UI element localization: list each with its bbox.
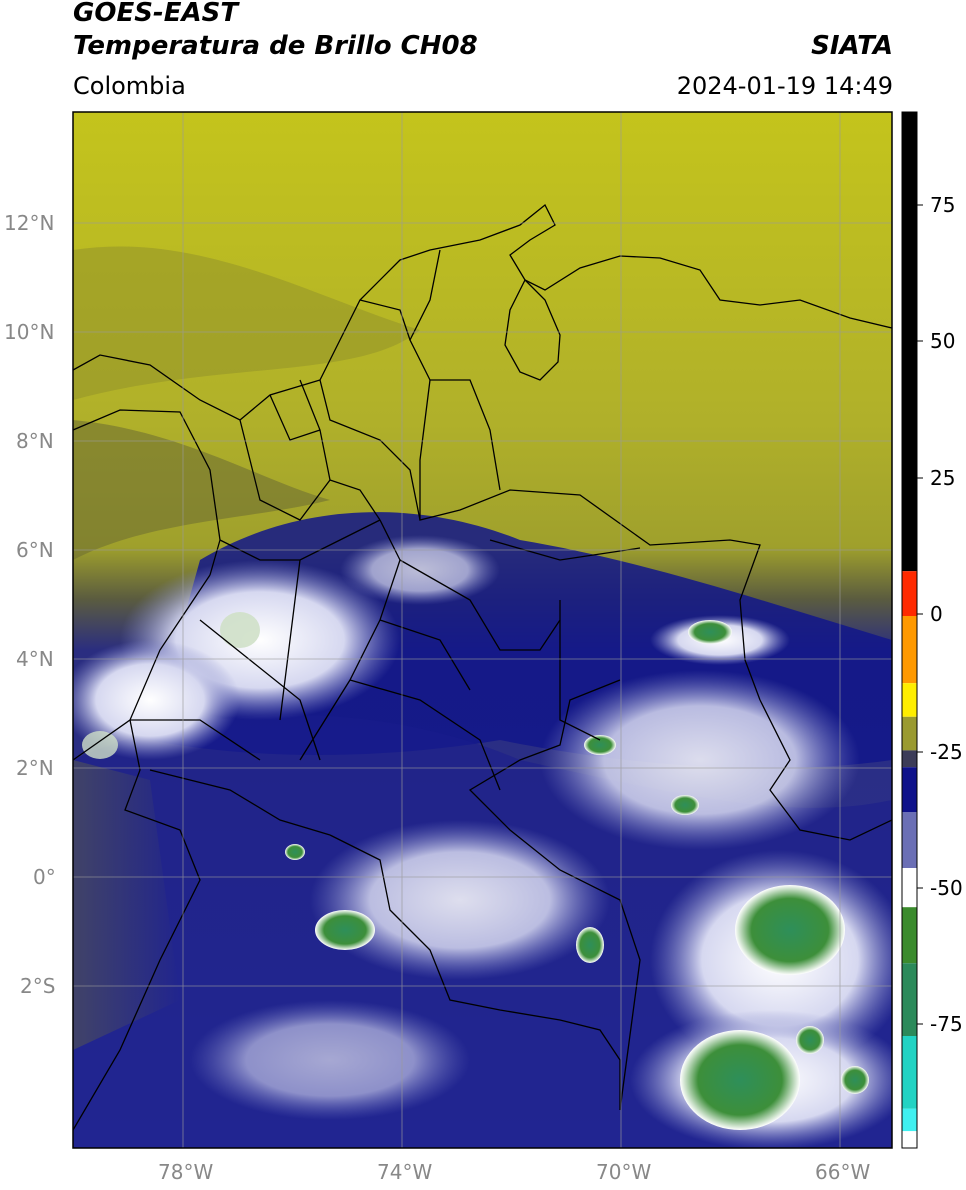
colorbar-segment [902, 616, 917, 684]
colorbar-segment [902, 868, 917, 908]
lon-tick-70w: 70°W [596, 1160, 652, 1184]
colorbar-label-minus25: -25 [930, 740, 963, 764]
datetime-label: 2024-01-19 14:49 [676, 72, 893, 100]
lat-tick-8n: 8°N [16, 429, 54, 453]
map-frame [72, 111, 893, 1149]
colorbar-segment [902, 750, 917, 768]
colorbar-segment [902, 571, 917, 616]
lat-tick-2n: 2°N [16, 756, 54, 780]
region-label: Colombia [73, 72, 186, 100]
colorbar-segment [902, 963, 917, 1036]
colorbar-segment [902, 812, 917, 868]
satellite-image [73, 112, 892, 1148]
product-title: Temperatura de Brillo CH08 [73, 31, 478, 61]
lat-tick-12n: 12°N [4, 211, 55, 235]
colorbar-segment [902, 1036, 917, 1109]
colorbar-label-75: 75 [930, 193, 956, 217]
colorbar-frame [901, 111, 918, 1149]
colorbar-segment [902, 112, 917, 572]
organization-label: SIATA [811, 31, 893, 61]
lat-tick-4n: 4°N [16, 647, 54, 671]
colorbar-label-minus50: -50 [930, 876, 963, 900]
colorbar-segment [902, 1108, 917, 1132]
colorbar-segment [902, 907, 917, 964]
graticule [73, 112, 892, 1148]
lon-tick-66w: 66°W [815, 1160, 871, 1184]
lon-tick-74w: 74°W [377, 1160, 433, 1184]
colorbar-segment [902, 767, 917, 812]
colorbar [902, 112, 917, 1148]
lat-tick-10n: 10°N [4, 320, 55, 344]
colorbar-label-50: 50 [930, 329, 956, 353]
satellite-title: GOES-EAST [73, 0, 239, 28]
colorbar-segment [902, 716, 917, 751]
colorbar-ticks [917, 204, 923, 1025]
lat-tick-0: 0° [33, 865, 56, 889]
lat-tick-6n: 6°N [16, 538, 54, 562]
lat-tick-2s: 2°S [20, 974, 56, 998]
colorbar-label-25: 25 [930, 466, 956, 490]
colorbar-label-0: 0 [930, 602, 943, 626]
colorbar-segment [902, 1131, 917, 1148]
lon-tick-78w: 78°W [158, 1160, 214, 1184]
colorbar-segment [902, 683, 917, 717]
colorbar-label-minus75: -75 [930, 1012, 963, 1036]
